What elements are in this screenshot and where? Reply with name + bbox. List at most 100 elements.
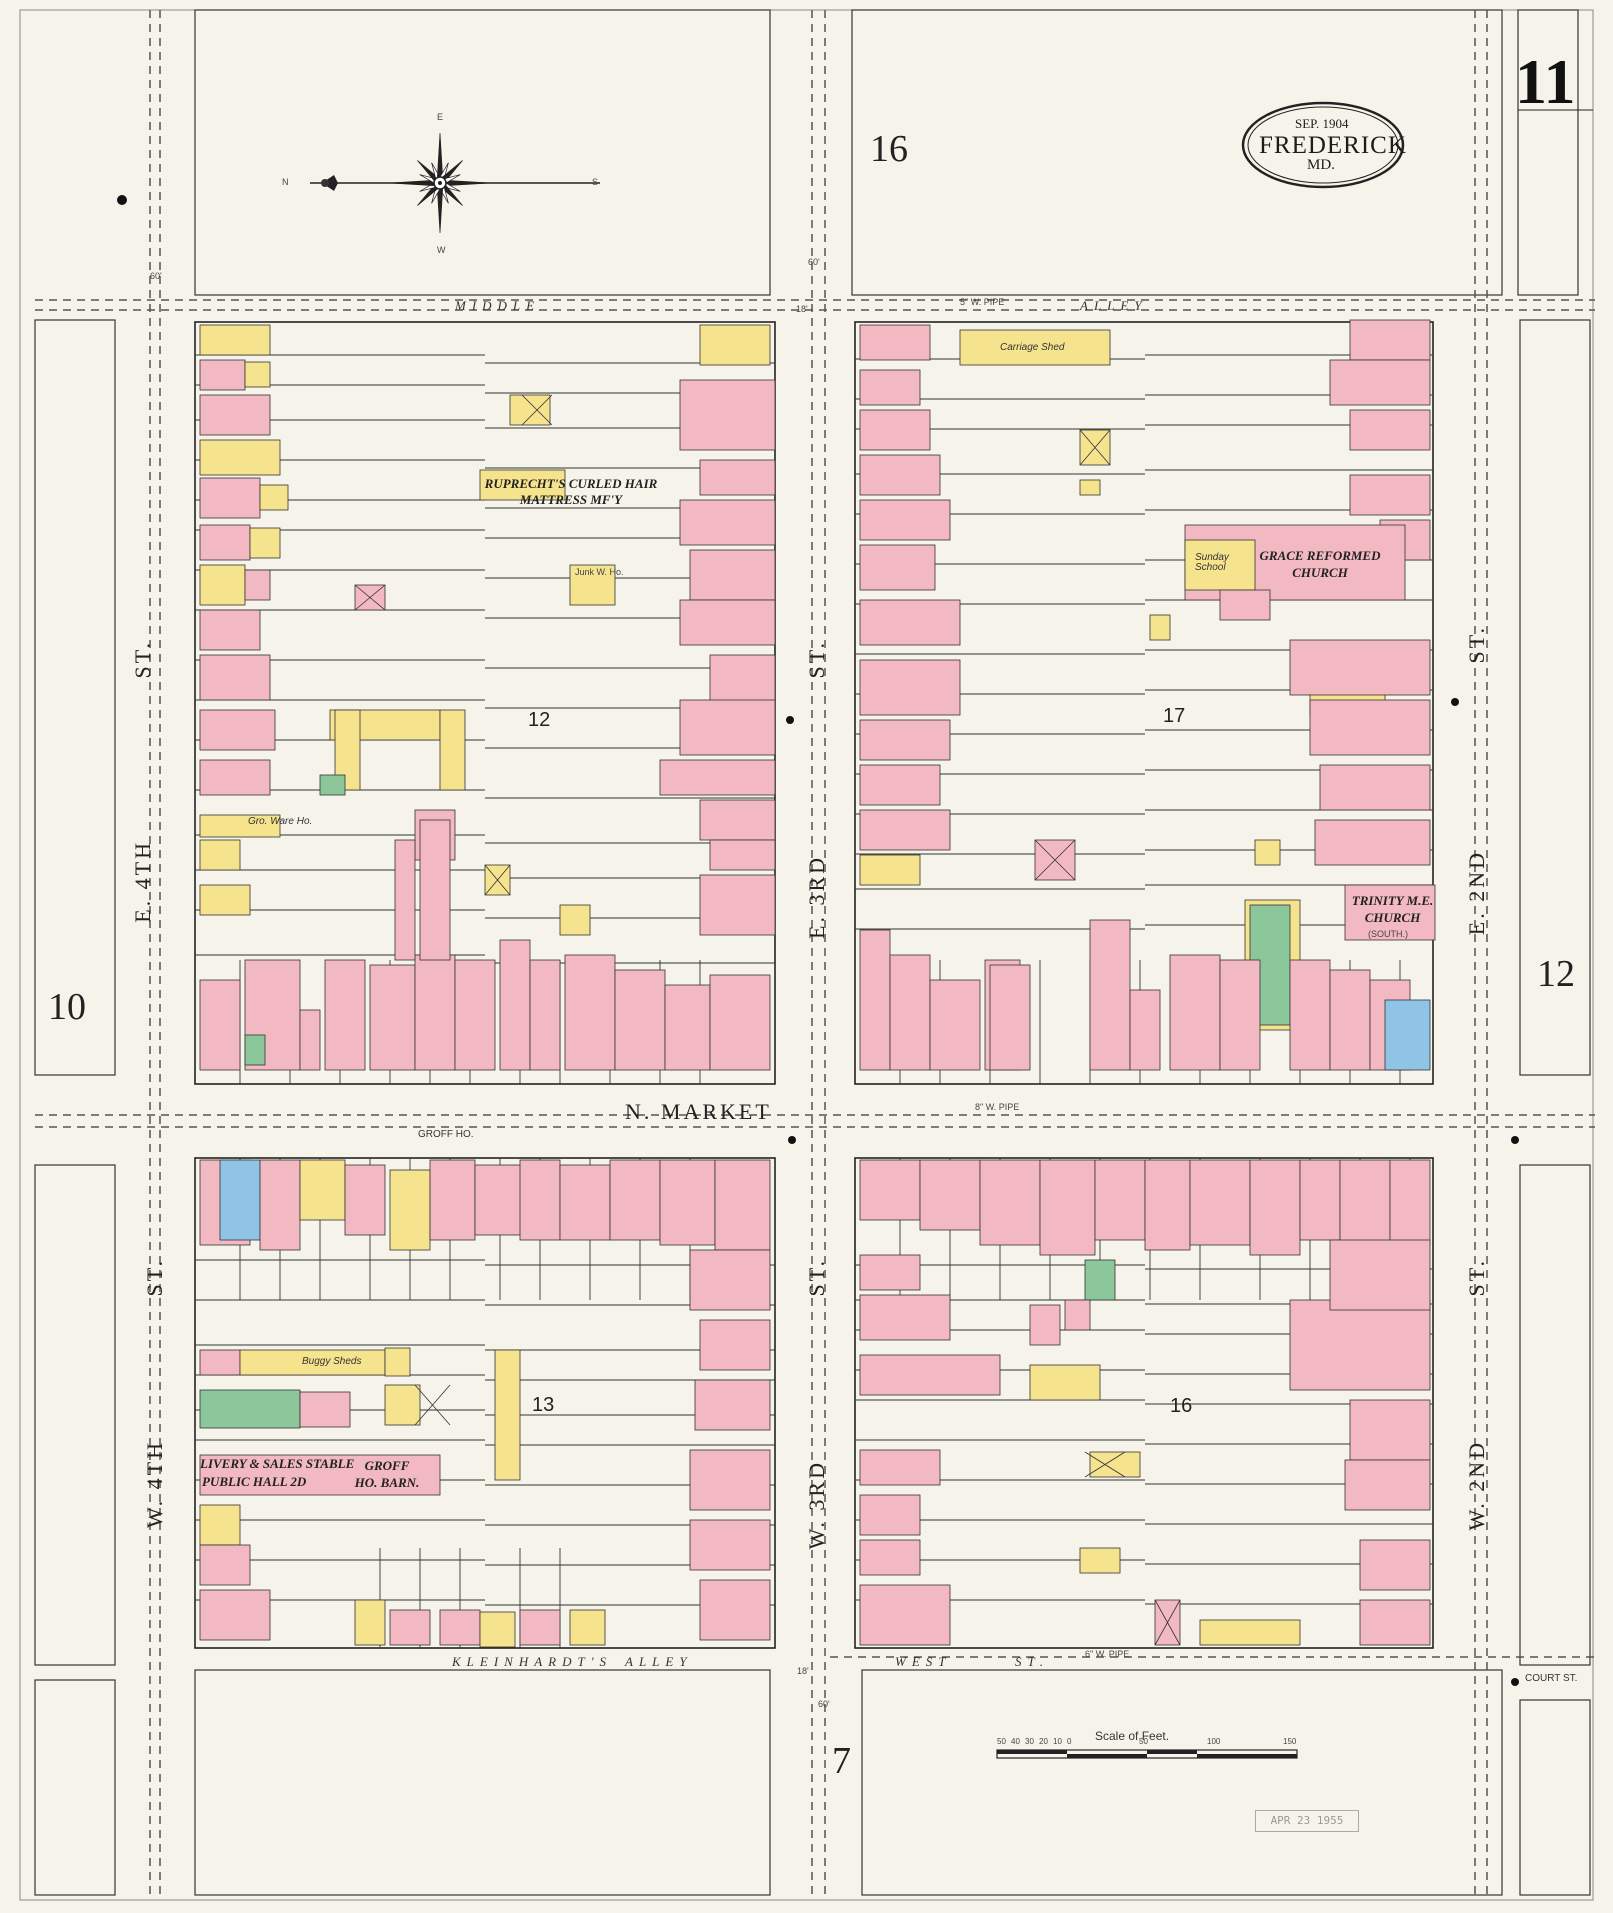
shed-cross: [1079, 429, 1111, 466]
building-footprint: [249, 527, 281, 559]
building-footprint: [199, 979, 241, 1071]
building-footprint: [1184, 539, 1256, 591]
pipe-label-2: 8" W. PIPE: [975, 1102, 1020, 1112]
building-footprint: [199, 564, 246, 606]
building-footprint: [679, 599, 776, 646]
street-w-4th: W. 4TH: [142, 1440, 167, 1529]
building-footprint: [1064, 1299, 1091, 1331]
building-footprint: [1149, 614, 1171, 641]
building-footprint: [859, 1494, 921, 1536]
adjacent-sheet-left: 10: [48, 986, 86, 1028]
building-footprint: [454, 959, 496, 1071]
building-footprint: [859, 719, 951, 761]
street-e-3rd-st: ST.: [804, 640, 829, 679]
title-cartouche-inner: [1247, 106, 1399, 184]
width-label-18-top: 18': [796, 304, 808, 314]
building-footprint: [664, 984, 711, 1071]
building-footprint: [1089, 919, 1131, 1071]
building-footprint: [1289, 1299, 1431, 1391]
shed-cross: [1154, 1599, 1181, 1646]
building-footprint: [689, 1449, 771, 1511]
street-w-2nd: W. 2ND: [1464, 1440, 1489, 1531]
building-footprint: [219, 1159, 261, 1241]
building-footprint: [1329, 1239, 1431, 1311]
building-footprint: [1039, 1159, 1096, 1256]
shed-cross: [484, 864, 511, 896]
street-e-2nd-st: ST.: [1464, 625, 1489, 664]
building-footprint: [324, 959, 366, 1071]
width-label-60-bottom: 60': [818, 1699, 830, 1709]
pipe-label-1: 5" W. PIPE: [960, 297, 1005, 307]
building-footprint: [1169, 954, 1221, 1071]
building-footprint: [1309, 699, 1431, 756]
building-footprint: [1029, 1304, 1061, 1346]
building-footprint: [1029, 1364, 1101, 1401]
street-e-4th: E. 4TH: [130, 840, 155, 923]
building-footprint: [859, 1254, 921, 1291]
building-footprint: [859, 929, 891, 1071]
building-footprint: [1349, 1399, 1431, 1461]
building-footprint: [199, 884, 251, 916]
building-footprint: [499, 939, 531, 1071]
page-number: 11: [1515, 46, 1576, 117]
building-footprint: [199, 1454, 441, 1496]
building-footprint: [689, 1249, 771, 1311]
building-footprint: [859, 1449, 941, 1486]
building-footprint: [479, 1611, 516, 1648]
block-outline-right-upper: [1519, 319, 1591, 1076]
block-number-16: 16: [1170, 1395, 1193, 1417]
building-footprint: [199, 709, 276, 751]
street-west-suffix: ST.: [1015, 1654, 1050, 1669]
building-footprint: [199, 439, 281, 476]
building-footprint: [199, 359, 246, 391]
building-footprint: [679, 699, 776, 756]
label-ruprecht-mattress-factory: RUPRECHT'S CURLED HAIR MATTRESS MF'Y: [484, 476, 658, 508]
building-footprint: [199, 759, 271, 796]
street-west: WEST: [895, 1654, 952, 1669]
building-footprint: [859, 1584, 951, 1646]
building-footprint: [559, 1164, 611, 1241]
building-footprint: [1089, 1451, 1141, 1478]
scale-tick-label: 150: [1283, 1737, 1297, 1746]
block-outline-top-left: [194, 9, 771, 296]
building-footprint: [1389, 1159, 1431, 1246]
building-footprint: [239, 1349, 386, 1376]
building-footprint: [699, 1319, 771, 1371]
label-groff-ho: GROFF HO.: [418, 1129, 474, 1140]
building-footprint: [709, 974, 771, 1071]
scale-tick-label: 50: [1139, 1737, 1148, 1746]
buildings-layer: [199, 319, 1436, 1648]
building-footprint: [689, 549, 776, 601]
building-footprint: [859, 809, 951, 851]
building-footprint: [199, 324, 271, 356]
building-footprint: [714, 1159, 771, 1251]
building-footprint: [659, 1159, 716, 1246]
building-footprint: [1319, 764, 1431, 811]
building-footprint: [1219, 959, 1261, 1071]
building-footprint: [199, 1349, 241, 1376]
building-footprint: [679, 379, 776, 451]
building-footprint: [1289, 639, 1431, 696]
building-footprint: [699, 459, 776, 496]
building-footprint: [859, 499, 951, 541]
label-public-hall: PUBLIC HALL 2D: [202, 1474, 307, 1489]
building-footprint: [1144, 1159, 1191, 1251]
street-w-2nd-st: ST.: [1464, 1258, 1489, 1297]
block-number-12: 12: [528, 709, 551, 731]
shed-cross: [1084, 1451, 1126, 1478]
label-grace-reformed-church: GRACE REFORMED CHURCH: [1259, 548, 1381, 580]
building-footprint: [1344, 1459, 1431, 1511]
street-court: COURT ST.: [1525, 1673, 1578, 1684]
building-footprint: [199, 1389, 301, 1429]
building-footprint: [299, 1009, 321, 1071]
building-footprint: [859, 1539, 921, 1576]
scale-tick-label: 40: [1011, 1737, 1020, 1746]
scale-tick-label: 30: [1025, 1737, 1034, 1746]
block-outline-bottom-left: [34, 1679, 116, 1896]
building-footprint: [439, 1609, 481, 1646]
block-outline-left-upper: [34, 319, 116, 1076]
width-label-60-top: 60': [808, 257, 820, 267]
building-footprint: [1314, 819, 1431, 866]
hydrants: [117, 195, 1519, 1686]
